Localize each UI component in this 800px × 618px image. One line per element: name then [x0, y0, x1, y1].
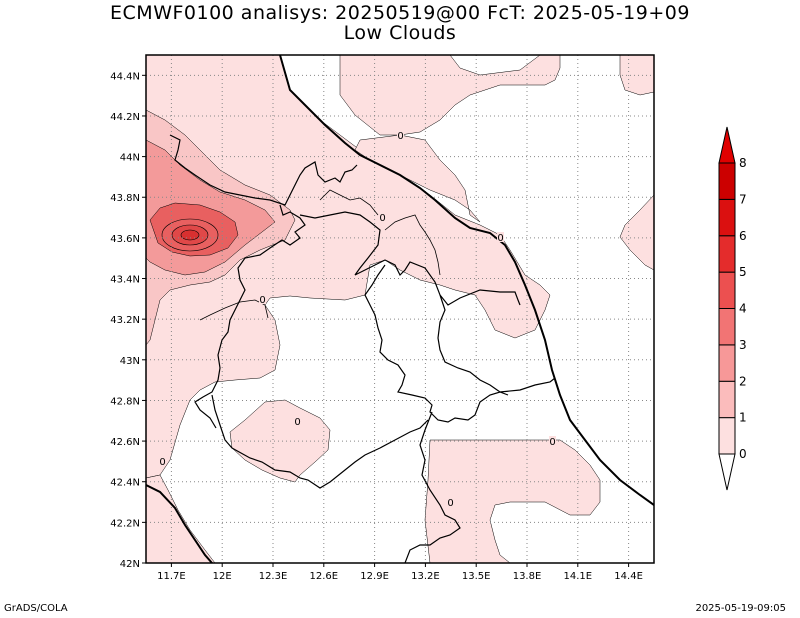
map-subtitle: Low Clouds: [343, 22, 457, 44]
lat-tick-label: 43N: [120, 356, 140, 367]
lat-tick-label: 43.4N: [110, 275, 140, 286]
cloud-region-west: [146, 55, 551, 479]
lat-tick-label: 43.6N: [110, 234, 140, 245]
cloud-region-southeast: [424, 439, 601, 563]
lon-tick-label: 13.8E: [513, 571, 542, 582]
colorbar-label: 6: [739, 229, 747, 243]
contour-label: 0: [497, 233, 503, 244]
colorbar-bin: [718, 162, 736, 200]
cloud-region-northeast: [619, 55, 654, 96]
colorbar-label: 7: [739, 192, 747, 206]
footer-timestamp: 2025-05-19-09:05: [695, 603, 786, 614]
regional-borders: [169, 134, 556, 563]
colorbar-bin: [718, 417, 736, 455]
lon-tick-label: 12.3E: [259, 571, 288, 582]
colorbar-label: 4: [739, 302, 747, 316]
contour-label: 0: [259, 295, 265, 306]
colorbar-under-triangle: [718, 453, 736, 491]
colorbar-label: 0: [739, 447, 747, 461]
lat-tick-label: 42.2N: [110, 518, 140, 529]
lat-tick-label: 42.8N: [110, 396, 140, 407]
colorbar: 0 1 2 3 4 5 6 7 8: [718, 126, 747, 491]
colorbar-bin: [718, 380, 736, 419]
cloud-fields: 0 0 0 0 0 0 0 0: [146, 55, 654, 563]
contour-label: 0: [159, 457, 165, 468]
lon-tick-label: 14.1E: [564, 571, 593, 582]
colorbar-label: 3: [739, 338, 747, 352]
lat-tick-label: 44.4N: [110, 71, 140, 82]
lat-tick-label: 42N: [120, 559, 140, 570]
colorbar-bin: [718, 344, 736, 382]
contour-label: 0: [447, 498, 453, 509]
colorbar-bin: [718, 235, 736, 273]
lon-tick-label: 11.7E: [157, 571, 186, 582]
colorbar-over-triangle: [718, 126, 736, 164]
contour-labels: 0 0 0 0 0 0 0 0: [159, 130, 556, 509]
lon-tick-label: 13.5E: [462, 571, 491, 582]
colorbar-bin: [718, 308, 736, 346]
contour-label: 0: [549, 437, 555, 448]
map-grid: [146, 55, 654, 563]
lat-tick-label: 43.8N: [110, 193, 140, 204]
cloud-core-center: [180, 229, 200, 241]
colorbar-label: 5: [739, 265, 747, 279]
coastline-west: [146, 484, 213, 563]
lon-tick-label: 12E: [213, 571, 232, 582]
contour-label: 0: [397, 131, 403, 142]
contour-label: 0: [379, 213, 385, 224]
latitude-axis: 44.4N 44.2N 44N 43.8N 43.6N 43.4N 43.2N 43N 42.8…: [110, 71, 146, 570]
provincial-borders: [199, 189, 441, 321]
contour-label: 0: [294, 417, 300, 428]
colorbar-label: 2: [739, 374, 747, 388]
colorbar-label: 8: [739, 156, 747, 170]
colorbar-bin: [718, 271, 736, 309]
lon-tick-label: 14.4E: [614, 571, 643, 582]
lat-tick-label: 42.4N: [110, 478, 140, 489]
lon-tick-label: 13.2E: [411, 571, 440, 582]
lon-tick-label: 12.6E: [310, 571, 339, 582]
lon-tick-label: 12.9E: [360, 571, 389, 582]
colorbar-label: 1: [739, 411, 747, 425]
cloud-region-east-edge: [619, 194, 654, 271]
lat-tick-label: 43.2N: [110, 315, 140, 326]
map-frame: [145, 54, 655, 564]
lat-tick-label: 44N: [120, 153, 140, 164]
map-title: ECMWF0100 analisys: 20250519@00 FcT: 202…: [110, 2, 690, 24]
footer-credit: GrADS/COLA: [4, 603, 68, 614]
cloud-region-central-south: [229, 399, 331, 483]
longitude-axis: 11.7E 12E 12.3E 12.6E 12.9E 13.2E 13.5E 13.8E 14…: [157, 563, 643, 582]
lat-tick-label: 42.6N: [110, 437, 140, 448]
lat-tick-label: 44.2N: [110, 112, 140, 123]
colorbar-bin: [718, 198, 736, 237]
